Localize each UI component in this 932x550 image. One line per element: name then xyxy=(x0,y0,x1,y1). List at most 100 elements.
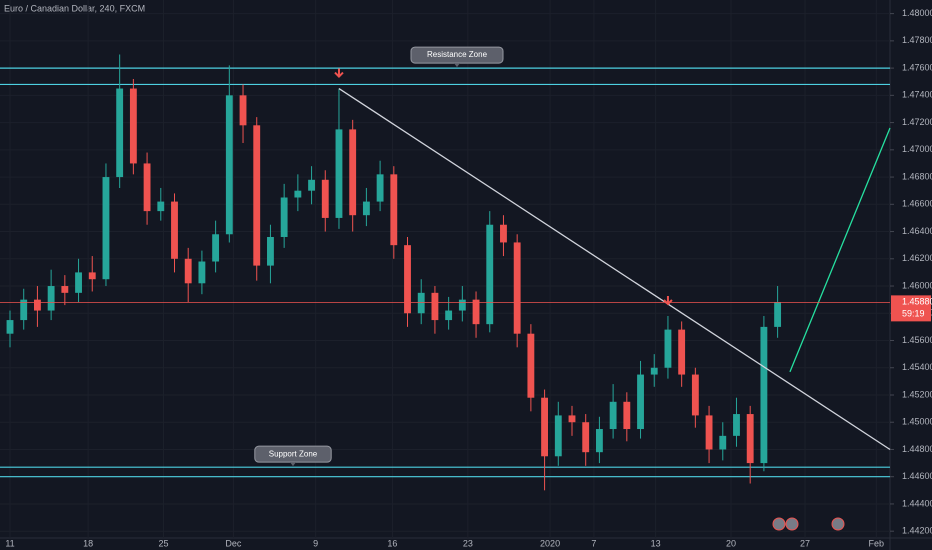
event-icon xyxy=(772,517,786,531)
y-tick-label: 1.45000 xyxy=(902,417,932,427)
x-tick-label: 13 xyxy=(651,538,661,548)
zone-label-pointer xyxy=(290,462,296,467)
candle-body xyxy=(623,401,631,430)
candle-body xyxy=(294,190,302,198)
x-tick-label: 20 xyxy=(726,538,736,548)
y-tick-label: 1.47400 xyxy=(902,90,932,100)
x-tick-label: 18 xyxy=(83,538,93,548)
candle-body xyxy=(6,320,14,334)
y-tick-label: 1.44200 xyxy=(902,526,932,536)
candle-body xyxy=(143,163,151,212)
candle-body xyxy=(116,88,124,178)
bar-timer: 59:19 xyxy=(902,309,925,319)
candle-body xyxy=(691,374,699,416)
candle-body xyxy=(541,397,549,457)
candle-body xyxy=(609,401,617,430)
candle-body xyxy=(458,299,466,311)
last-price-label: 1.45880 xyxy=(902,297,932,307)
candle-body xyxy=(431,292,439,321)
candle-body xyxy=(500,224,507,243)
y-tick-label: 1.47200 xyxy=(902,117,932,127)
candle-body xyxy=(664,329,672,368)
y-tick-label: 1.44800 xyxy=(902,444,932,454)
candle-body xyxy=(184,258,192,284)
candle-body xyxy=(335,129,343,218)
candle-body xyxy=(308,179,315,191)
candle-body xyxy=(472,299,480,325)
y-tick-label: 1.46000 xyxy=(902,280,932,290)
candle-body xyxy=(746,414,754,464)
y-tick-label: 1.46600 xyxy=(902,199,932,209)
candle-body xyxy=(253,125,261,266)
event-icon xyxy=(785,517,799,531)
candle-body xyxy=(198,261,206,284)
candle-body xyxy=(75,272,82,293)
y-tick-label: 1.45400 xyxy=(902,362,932,372)
candle-body xyxy=(486,224,494,325)
candle-body xyxy=(390,174,398,246)
y-tick-label: 1.47600 xyxy=(902,62,932,72)
y-tick-label: 1.45600 xyxy=(902,335,932,345)
candle-body xyxy=(362,201,370,216)
x-tick-label: 2020 xyxy=(540,538,560,548)
zone-label-pointer xyxy=(454,63,460,68)
candle-body xyxy=(212,234,220,262)
x-tick-label: 16 xyxy=(387,538,397,548)
y-tick-label: 1.48000 xyxy=(902,8,932,18)
zone-label: Support Zone xyxy=(269,449,318,458)
candle-body xyxy=(171,201,178,259)
candle-body xyxy=(650,367,658,375)
x-tick-label: 7 xyxy=(591,538,596,548)
candle-body xyxy=(47,286,55,311)
candle-body xyxy=(225,95,233,235)
candle-body xyxy=(376,174,384,202)
x-tick-label: 9 xyxy=(313,538,318,548)
candle-body xyxy=(267,236,274,266)
candle-body xyxy=(445,310,453,321)
candle-body xyxy=(349,129,357,216)
chart-title: Euro / Canadian Dollar, 240, FXCM xyxy=(4,3,145,13)
trend-line xyxy=(789,127,891,373)
candle-body xyxy=(33,299,41,311)
candle-body xyxy=(568,415,576,423)
candle-body xyxy=(20,299,28,321)
candle-body xyxy=(554,415,562,457)
candle-body xyxy=(595,429,603,453)
candle-body xyxy=(280,197,288,237)
x-tick-label: 23 xyxy=(463,538,473,548)
candle-body xyxy=(733,414,740,436)
candle-body xyxy=(61,286,69,293)
event-icon xyxy=(831,517,845,531)
candle-body xyxy=(102,177,110,280)
candle-body xyxy=(719,435,727,450)
candle-body xyxy=(705,415,713,450)
candle-body xyxy=(760,326,768,464)
x-tick-label: Dec xyxy=(225,538,242,548)
x-tick-label: 25 xyxy=(159,538,169,548)
candle-body xyxy=(88,272,96,280)
y-tick-label: 1.47800 xyxy=(902,35,932,45)
trend-line xyxy=(338,87,891,451)
candle-body xyxy=(129,88,137,164)
x-tick-label: 27 xyxy=(800,538,810,548)
zone-label: Resistance Zone xyxy=(427,50,488,59)
candle-body xyxy=(157,201,165,212)
y-tick-label: 1.46800 xyxy=(902,171,932,181)
candle-body xyxy=(321,179,329,218)
y-tick-label: 1.46200 xyxy=(902,253,932,263)
y-tick-label: 1.47000 xyxy=(902,144,932,154)
candle-body xyxy=(678,329,686,375)
y-tick-label: 1.45200 xyxy=(902,389,932,399)
y-tick-label: 1.44400 xyxy=(902,498,932,508)
candle-body xyxy=(637,374,644,430)
signal-arrow xyxy=(334,68,344,78)
candle-body xyxy=(774,302,782,327)
x-tick-label: Feb xyxy=(869,538,885,548)
x-tick-label: 11 xyxy=(5,538,14,548)
y-tick-label: 1.46400 xyxy=(902,226,932,236)
candle-body xyxy=(527,333,535,398)
candle-body xyxy=(417,292,425,314)
